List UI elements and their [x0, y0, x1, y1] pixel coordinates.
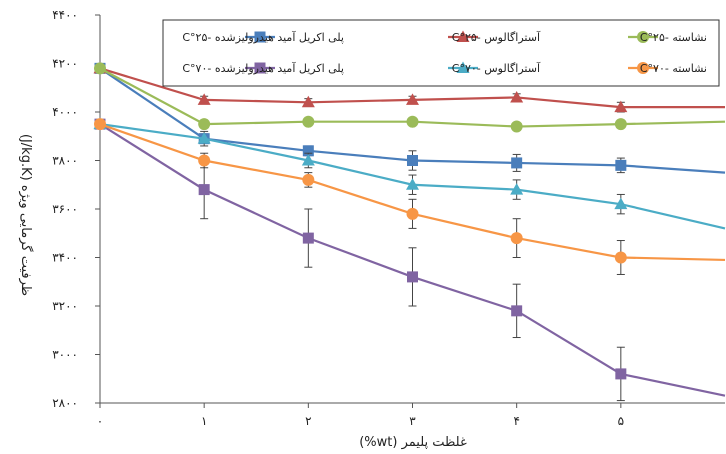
data-point	[198, 154, 211, 167]
x-tick-label: ۰	[97, 414, 103, 428]
data-point	[301, 95, 315, 108]
data-point	[511, 305, 523, 317]
data-point	[301, 154, 315, 166]
data-point	[407, 271, 418, 283]
x-tick-label: ۱	[201, 414, 207, 428]
data-point	[302, 115, 315, 128]
y-tick-label: ۳۶۰۰	[52, 202, 78, 216]
data-series	[93, 61, 725, 113]
x-tick-label: ۳	[409, 414, 416, 428]
data-point	[94, 118, 106, 131]
legend-marker	[456, 61, 470, 73]
y-tick-label: ۳۴۰۰	[52, 251, 78, 265]
x-tick-label: ۴	[513, 414, 519, 428]
data-point	[510, 183, 524, 195]
data-point	[510, 232, 523, 245]
legend-label: نشاسته -۷۰°C	[640, 62, 707, 75]
legend-marker	[456, 30, 470, 42]
legend: نشاسته -۲۵°C آستراگالوس -۲۵°C پلی اکریل آم…	[162, 19, 720, 87]
data-series	[93, 117, 726, 230]
data-point	[198, 184, 210, 196]
legend-label: پلی اکریل آمید هیدرولیزشده -۲۵°C	[182, 30, 344, 44]
data-point	[510, 90, 524, 103]
data-point	[302, 173, 315, 186]
data-point	[614, 197, 628, 210]
legend-label: پلی اکریل آمید هیدرولیزشده -۷۰°C	[182, 61, 344, 75]
legend-marker	[637, 62, 649, 74]
y-axis-title: ظرفیت گرمایی ویژه (J/kg.K)	[18, 134, 34, 296]
x-axis-title: غلظت پلیمر (wt%)	[359, 435, 467, 450]
y-ticks: ۲۸۰۰ ۳۰۰۰ ۳۲۰۰ ۳۴۰۰ ۳۶۰۰ ۳۸۰۰ ۴۰۰۰ ۴۲۰۰ ۴۴۰۰	[52, 8, 100, 410]
y-tick-label: ۴۴۰۰	[52, 8, 78, 22]
data-point	[406, 178, 419, 190]
y-tick-label: ۳۸۰۰	[52, 154, 78, 168]
data-point	[197, 132, 211, 144]
y-tick-label: ۴۲۰۰	[52, 57, 78, 71]
data-point	[614, 118, 627, 131]
legend-marker	[254, 62, 266, 74]
data-series	[94, 118, 726, 275]
legend-marker	[254, 31, 266, 43]
legend-box	[162, 19, 720, 87]
y-tick-label: ۴۰۰۰	[52, 105, 78, 119]
data-point	[197, 93, 211, 105]
x-tick-label: ۵	[618, 414, 624, 428]
legend-label: آستراگالوس -۲۵°C	[452, 30, 541, 44]
data-point	[406, 93, 419, 105]
series-layer	[93, 61, 726, 402]
data-point	[406, 115, 419, 128]
data-point	[302, 145, 314, 157]
legend-marker	[637, 31, 649, 43]
data-point	[614, 251, 627, 264]
data-point	[407, 155, 418, 166]
y-tick-label: ۳۲۰۰	[52, 299, 78, 313]
data-point	[406, 207, 419, 220]
data-series	[94, 62, 726, 133]
data-point	[510, 120, 523, 133]
data-point	[94, 62, 106, 75]
y-tick-label: ۲۸۰۰	[52, 396, 78, 410]
y-tick-label: ۳۰۰۰	[52, 348, 78, 362]
x-ticks: ۰ ۱ ۲ ۳ ۴ ۵	[97, 403, 624, 428]
legend-label: آستراگالوس -۷۰°C	[452, 61, 541, 75]
x-tick-label: ۲	[305, 414, 311, 428]
data-point	[198, 118, 211, 131]
data-point	[302, 232, 314, 244]
data-point	[511, 157, 523, 169]
legend-label: نشاسته -۲۵°C	[640, 31, 707, 44]
data-point	[614, 100, 628, 113]
data-point	[615, 368, 627, 380]
data-point	[615, 159, 627, 171]
